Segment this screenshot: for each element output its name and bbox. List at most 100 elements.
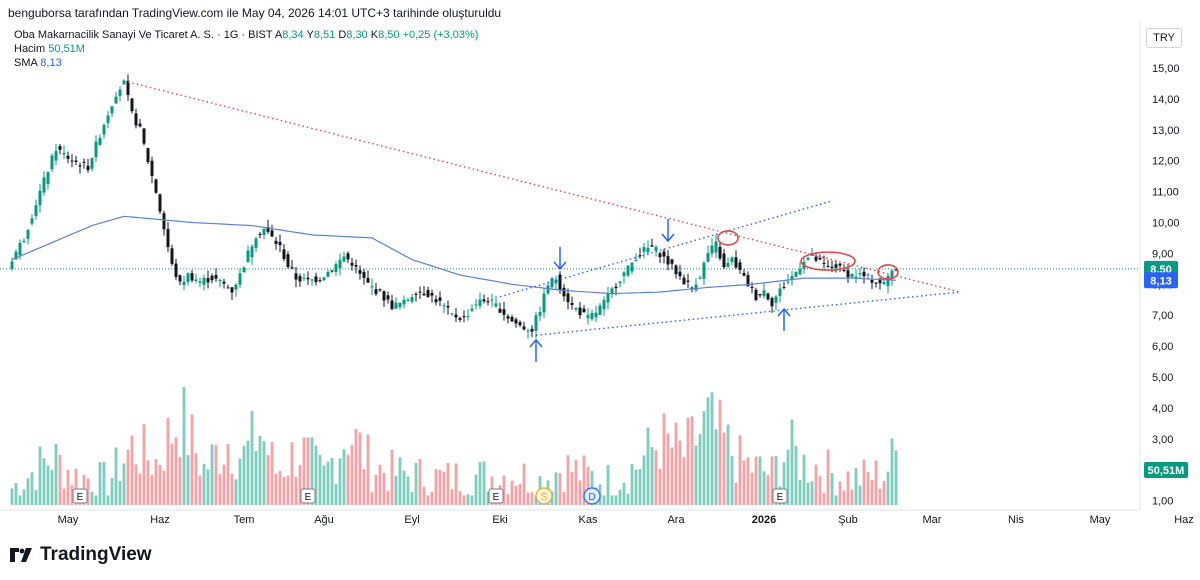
candle-body xyxy=(598,305,602,315)
candle-body xyxy=(302,277,306,279)
tradingview-brand[interactable]: TradingView xyxy=(10,544,152,566)
candle-body xyxy=(10,261,14,269)
volume-bar xyxy=(394,475,398,505)
candle-body xyxy=(314,276,318,283)
earnings-badge xyxy=(488,488,504,504)
earnings-badge-label: E xyxy=(777,492,784,503)
volume-bar xyxy=(178,457,182,505)
close-value: 8,50 xyxy=(378,29,400,41)
volume-bar xyxy=(626,493,630,505)
volume-bar xyxy=(130,435,134,505)
volume-bar xyxy=(210,444,214,505)
candle-body xyxy=(678,271,682,277)
candle-body xyxy=(146,148,150,163)
volume-bar xyxy=(322,465,326,505)
volume-bar xyxy=(758,456,762,505)
volume-bar xyxy=(126,449,130,505)
sma-label: SMA xyxy=(14,57,38,69)
candle-body xyxy=(22,241,26,243)
candle-body xyxy=(370,286,374,288)
candle-body xyxy=(162,213,166,230)
candle-body xyxy=(526,330,530,332)
volume-bar xyxy=(514,486,518,505)
volume-bar xyxy=(254,450,258,505)
candle-body xyxy=(634,260,638,262)
volume-bar xyxy=(150,474,154,505)
volume-bar xyxy=(138,473,142,505)
candle-body xyxy=(658,253,662,258)
candle-body xyxy=(494,303,498,307)
candle-body xyxy=(230,287,234,293)
candle-body xyxy=(186,273,190,282)
candle-body xyxy=(498,308,502,313)
up-arrowhead-icon xyxy=(529,338,543,348)
candle-body xyxy=(806,257,810,260)
candle-body xyxy=(858,273,862,275)
candle-body xyxy=(786,281,790,283)
sma-line xyxy=(11,215,897,295)
candle-body xyxy=(862,271,866,277)
volume-bar xyxy=(874,460,878,505)
candle-body xyxy=(402,299,406,305)
candle-body xyxy=(642,247,646,252)
volume-bar xyxy=(662,413,666,505)
candle-body xyxy=(542,293,546,313)
volume-bar xyxy=(518,484,522,505)
volume-bar xyxy=(346,454,350,505)
volume-bar xyxy=(86,478,90,505)
candle-body xyxy=(426,290,430,297)
candle-body xyxy=(226,287,230,289)
volume-bar xyxy=(90,491,94,505)
volume-bar xyxy=(878,488,882,505)
volume-bar xyxy=(666,433,670,505)
candle-body xyxy=(766,293,770,300)
symbol-name[interactable]: Oba Makarnacilik Sanayi Ve Ticaret A. S.… xyxy=(14,29,273,41)
volume-bar xyxy=(374,474,378,505)
candle-body xyxy=(178,275,182,282)
candle-body xyxy=(54,150,58,161)
down-arrowhead-icon xyxy=(553,261,567,271)
candle-body xyxy=(762,290,766,297)
candle-body xyxy=(86,165,90,171)
volume-bar xyxy=(26,478,30,505)
volume-bar xyxy=(770,456,774,505)
volume-bar xyxy=(742,460,746,505)
candle-body xyxy=(378,289,382,291)
candle-body xyxy=(242,267,246,273)
volume-bar xyxy=(894,450,898,505)
candle-body xyxy=(814,256,818,261)
candle-body xyxy=(530,328,534,332)
volume-bar xyxy=(642,455,646,505)
price-chart[interactable]: 1,002,003,004,005,006,007,008,009,0010,0… xyxy=(0,0,1200,540)
candle-body xyxy=(14,251,18,260)
volume-bar xyxy=(98,462,102,505)
candle-body xyxy=(18,243,22,256)
volume-bar xyxy=(478,461,482,505)
candle-body xyxy=(422,293,426,296)
candle-body xyxy=(706,252,710,262)
currency-button[interactable]: TRY xyxy=(1146,28,1182,48)
down-arrowhead-icon xyxy=(661,233,675,243)
candle-body xyxy=(822,262,826,264)
legend-volume-row[interactable]: Hacim 50,51M xyxy=(14,42,478,56)
volume-bar xyxy=(50,470,54,505)
candle-body xyxy=(90,158,94,169)
volume-bar xyxy=(610,495,614,505)
highlight-circle xyxy=(800,251,856,271)
volume-bar xyxy=(34,490,38,505)
volume-bar xyxy=(214,445,218,505)
candle-body xyxy=(442,305,446,307)
candle-body xyxy=(826,265,830,268)
candle-body xyxy=(866,274,870,276)
y-tick-label: 4,00 xyxy=(1152,403,1173,415)
candle-body xyxy=(414,293,418,295)
x-tick-label: Tem xyxy=(234,514,255,526)
candle-body xyxy=(158,194,162,212)
legend-sma-row[interactable]: SMA 8,13 xyxy=(14,56,478,70)
volume-bar xyxy=(554,472,558,505)
volume-bar xyxy=(446,462,450,505)
y-tick-label: 15,00 xyxy=(1152,63,1180,75)
volume-bar xyxy=(194,453,198,505)
volume-bar xyxy=(838,481,842,505)
volume-bar xyxy=(258,435,262,505)
